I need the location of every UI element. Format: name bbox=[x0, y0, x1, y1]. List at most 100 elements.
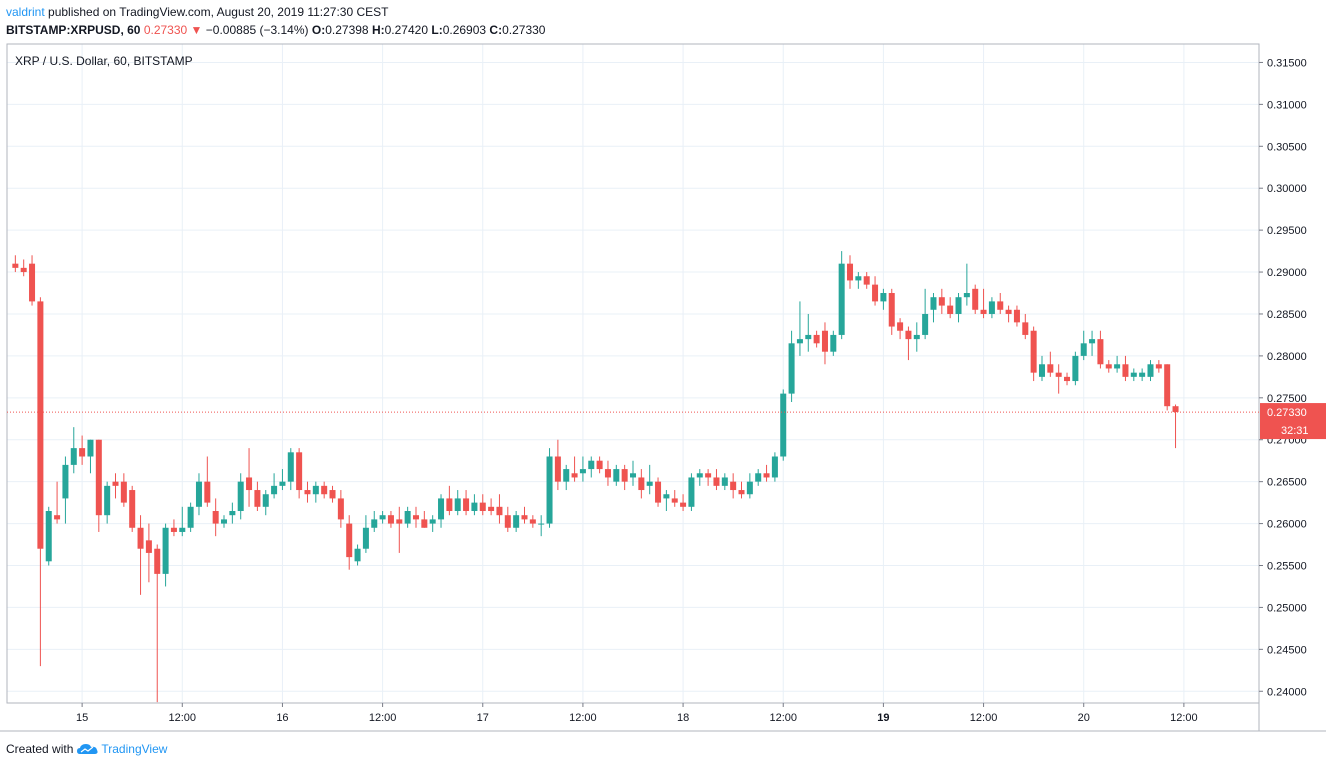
candle bbox=[571, 456, 578, 482]
candle bbox=[746, 473, 753, 499]
candle bbox=[538, 515, 545, 537]
candle bbox=[1064, 372, 1071, 386]
candle-body bbox=[579, 469, 586, 474]
candle-body bbox=[379, 515, 386, 520]
footer: Created with TradingView bbox=[6, 742, 167, 756]
candle bbox=[755, 469, 762, 486]
time-tick-label: 17 bbox=[477, 712, 489, 724]
candle bbox=[646, 464, 653, 495]
candle-body bbox=[838, 263, 845, 335]
candle bbox=[412, 506, 419, 528]
candle bbox=[354, 544, 361, 566]
candle bbox=[696, 469, 703, 486]
candle bbox=[913, 322, 920, 352]
candle-body bbox=[980, 309, 987, 314]
candle bbox=[880, 288, 887, 310]
candle-body bbox=[521, 515, 528, 520]
candle bbox=[1013, 305, 1020, 327]
candle-body bbox=[680, 502, 687, 507]
time-tick-label: 15 bbox=[76, 712, 88, 724]
candle-body bbox=[112, 481, 119, 486]
candle-body bbox=[922, 313, 929, 335]
time-tick-label: 12:00 bbox=[1170, 712, 1198, 724]
candle bbox=[87, 439, 94, 474]
candle-body bbox=[204, 481, 211, 503]
candle-body bbox=[454, 498, 461, 512]
candle bbox=[95, 439, 102, 532]
candle-body bbox=[1038, 364, 1045, 377]
candle bbox=[246, 448, 253, 507]
candle bbox=[254, 481, 261, 512]
candle bbox=[1105, 360, 1112, 373]
candle bbox=[296, 448, 303, 499]
tradingview-brand[interactable]: TradingView bbox=[77, 742, 167, 756]
candle-body bbox=[312, 485, 319, 495]
candle bbox=[997, 293, 1004, 314]
candle bbox=[187, 502, 194, 532]
candle bbox=[521, 506, 528, 524]
candle bbox=[346, 515, 353, 570]
candle bbox=[638, 469, 645, 499]
candle-body bbox=[438, 498, 445, 520]
candle bbox=[29, 255, 36, 306]
candle-body bbox=[963, 293, 970, 298]
candle bbox=[1047, 351, 1054, 377]
candle-body bbox=[955, 297, 962, 314]
candle bbox=[788, 330, 795, 403]
candle-body bbox=[354, 548, 361, 562]
last-price-value: 0.27330 bbox=[1267, 407, 1307, 419]
candle-body bbox=[796, 339, 803, 344]
candle-body bbox=[496, 506, 503, 516]
low-label: L: bbox=[431, 23, 443, 37]
candle-body bbox=[1022, 322, 1029, 335]
candle bbox=[279, 469, 286, 491]
candle-body bbox=[629, 473, 637, 478]
candle bbox=[1080, 330, 1087, 361]
candle bbox=[37, 297, 44, 667]
candle-body bbox=[54, 515, 61, 520]
candle-body bbox=[463, 498, 470, 512]
candle-body bbox=[1147, 364, 1154, 377]
candle-body bbox=[755, 473, 762, 482]
candle bbox=[655, 477, 662, 507]
candle bbox=[1147, 360, 1154, 382]
price-tick-label: 0.25000 bbox=[1267, 602, 1307, 614]
candle-body bbox=[337, 498, 344, 520]
candle-body bbox=[1013, 309, 1020, 323]
candle bbox=[104, 481, 111, 524]
candle-body bbox=[947, 305, 954, 314]
candle-body bbox=[663, 494, 670, 499]
candle bbox=[897, 318, 904, 340]
time-tick-label: 20 bbox=[1078, 712, 1090, 724]
author-link[interactable]: valdrint bbox=[6, 5, 45, 19]
price-tick-label: 0.27500 bbox=[1267, 393, 1307, 405]
candle bbox=[304, 481, 311, 503]
candle bbox=[705, 469, 712, 486]
candle bbox=[137, 515, 144, 595]
candle-body bbox=[212, 511, 219, 524]
candle-body bbox=[513, 515, 520, 528]
candle bbox=[972, 284, 979, 314]
candle bbox=[371, 511, 378, 532]
candle-body bbox=[563, 469, 570, 482]
candle-body bbox=[713, 477, 720, 486]
open-label: O: bbox=[311, 23, 326, 37]
candle bbox=[671, 490, 678, 507]
last-price-badge-bg bbox=[1260, 403, 1326, 440]
candle bbox=[863, 272, 870, 289]
candle-body bbox=[304, 490, 311, 495]
candle-body bbox=[655, 481, 662, 503]
candle bbox=[855, 272, 862, 289]
candle-body bbox=[721, 477, 728, 486]
candle-body bbox=[821, 330, 828, 352]
publish-line: valdrint published on TradingView.com, A… bbox=[6, 5, 388, 19]
candle bbox=[513, 511, 520, 532]
price-axis: 0.24000 0.24500 0.25000 0.25500 0.26000 0.265… bbox=[1259, 57, 1307, 698]
candle bbox=[805, 313, 812, 352]
candle-body bbox=[621, 469, 628, 482]
candle bbox=[955, 293, 962, 323]
price-tick-label: 0.31500 bbox=[1267, 57, 1307, 69]
candle-body bbox=[187, 506, 194, 528]
candle bbox=[963, 263, 970, 306]
